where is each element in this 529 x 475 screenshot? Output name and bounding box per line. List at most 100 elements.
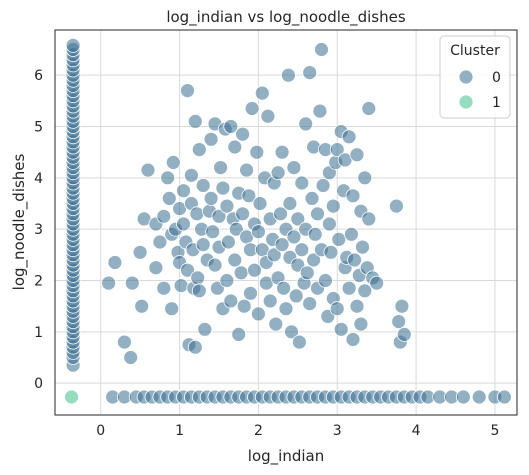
legend-marker-0 — [458, 69, 474, 85]
cluster-0-point — [249, 144, 265, 160]
y-tick-label: 6 — [34, 68, 43, 84]
cluster-0-point — [290, 211, 306, 227]
cluster-0-point — [343, 226, 359, 242]
cluster-0-point — [195, 178, 211, 193]
cluster-0-point — [173, 278, 189, 294]
cluster-0-point — [329, 142, 345, 158]
cluster-0-point — [310, 206, 325, 222]
cluster-0-point — [156, 208, 172, 224]
cluster-0-point — [207, 257, 223, 273]
legend: Cluster 0 1 — [439, 35, 511, 119]
cluster-0-point — [361, 101, 377, 116]
cluster-0-point — [270, 165, 286, 181]
y-tick-label: 3 — [34, 222, 43, 238]
cluster-0-point — [304, 190, 320, 206]
cluster-0-point — [286, 229, 302, 245]
cluster-0-point — [227, 139, 243, 155]
cluster-0-point — [236, 298, 252, 314]
y-axis-label: log_noodle_dishes — [10, 153, 29, 290]
legend-marker-1 — [458, 94, 474, 110]
cluster-0-point — [250, 224, 266, 240]
cluster-0-point — [215, 180, 231, 196]
cluster-0-point — [273, 206, 288, 222]
legend-label-0: 0 — [492, 70, 501, 86]
cluster-0-point — [314, 42, 329, 57]
cluster-0-point — [195, 237, 211, 253]
cluster-0-point — [291, 334, 307, 350]
cluster-0-point — [307, 226, 323, 242]
cluster-0-point — [107, 255, 123, 270]
cluster-0-point — [183, 167, 199, 183]
cluster-0-point — [388, 198, 404, 214]
cluster-0-point — [197, 321, 213, 337]
cluster-0-point — [148, 260, 164, 276]
cluster-0-point — [124, 275, 140, 291]
cluster-0-point — [187, 339, 203, 355]
cluster-0-point — [315, 178, 331, 193]
cluster-0-point — [321, 216, 337, 232]
cluster-0-point — [294, 242, 310, 258]
cluster-0-point — [132, 244, 148, 260]
cluster-0-point — [191, 142, 207, 158]
cluster-0-point — [294, 175, 310, 191]
cluster-0-point — [317, 273, 333, 288]
y-tick-label: 0 — [34, 376, 43, 392]
cluster-0-point — [298, 116, 314, 132]
cluster-0-point — [349, 147, 365, 163]
cluster-0-point — [117, 334, 132, 350]
cluster-0-point — [252, 196, 268, 211]
cluster-0-point — [219, 273, 235, 288]
cluster-0-point — [302, 296, 318, 312]
cluster-0-point — [333, 321, 349, 337]
cluster-0-point — [243, 285, 258, 301]
cluster-0-point — [235, 206, 251, 222]
cluster-0-point — [164, 301, 180, 317]
cluster-0-point — [280, 67, 296, 83]
cluster-0-point — [496, 389, 512, 405]
cluster-0-point — [247, 262, 262, 278]
cluster-1-point — [64, 389, 79, 405]
cluster-0-point — [250, 306, 266, 322]
x-tick-label: 0 — [96, 423, 105, 439]
cluster-0-point — [369, 275, 385, 291]
legend-box — [439, 35, 511, 119]
cluster-0-point — [312, 103, 328, 119]
cluster-0-point — [228, 221, 244, 237]
x-tick-label: 2 — [254, 423, 263, 439]
cluster-0-point — [349, 298, 365, 314]
cluster-0-point — [357, 283, 373, 299]
cluster-0-point — [165, 154, 181, 170]
cluster-0-point — [203, 190, 219, 206]
cluster-0-point — [180, 83, 195, 98]
data-points — [64, 38, 512, 405]
cluster-0-point — [176, 216, 191, 232]
cluster-0-point — [268, 316, 284, 332]
y-tick-labels: 0 1 2 3 4 5 6 — [34, 68, 43, 392]
cluster-0-point — [189, 206, 205, 222]
cluster-0-point — [140, 162, 156, 178]
cluster-0-point — [391, 314, 407, 330]
cluster-0-point — [455, 389, 471, 405]
cluster-0-point — [187, 114, 203, 129]
cluster-0-point — [244, 101, 260, 116]
cluster-0-point — [274, 144, 290, 160]
cluster-0-point — [233, 265, 249, 281]
cluster-0-point — [306, 252, 322, 268]
cluster-0-point — [396, 326, 412, 342]
cluster-0-point — [325, 198, 341, 214]
cluster-0-point — [205, 224, 221, 240]
cluster-0-point — [471, 389, 487, 405]
x-tick-label: 5 — [490, 423, 499, 439]
cluster-0-point — [219, 198, 235, 214]
y-tick-label: 1 — [34, 325, 43, 341]
chart-title: log_indian vs log_noodle_dishes — [166, 8, 406, 27]
cluster-0-point — [345, 188, 361, 204]
x-tick-label: 3 — [333, 423, 342, 439]
cluster-0-point — [101, 275, 116, 291]
cluster-0-point — [223, 119, 239, 134]
cluster-0-point — [190, 270, 206, 286]
cluster-0-point — [331, 231, 347, 247]
cluster-0-point — [235, 126, 251, 142]
cluster-0-point — [323, 244, 339, 260]
